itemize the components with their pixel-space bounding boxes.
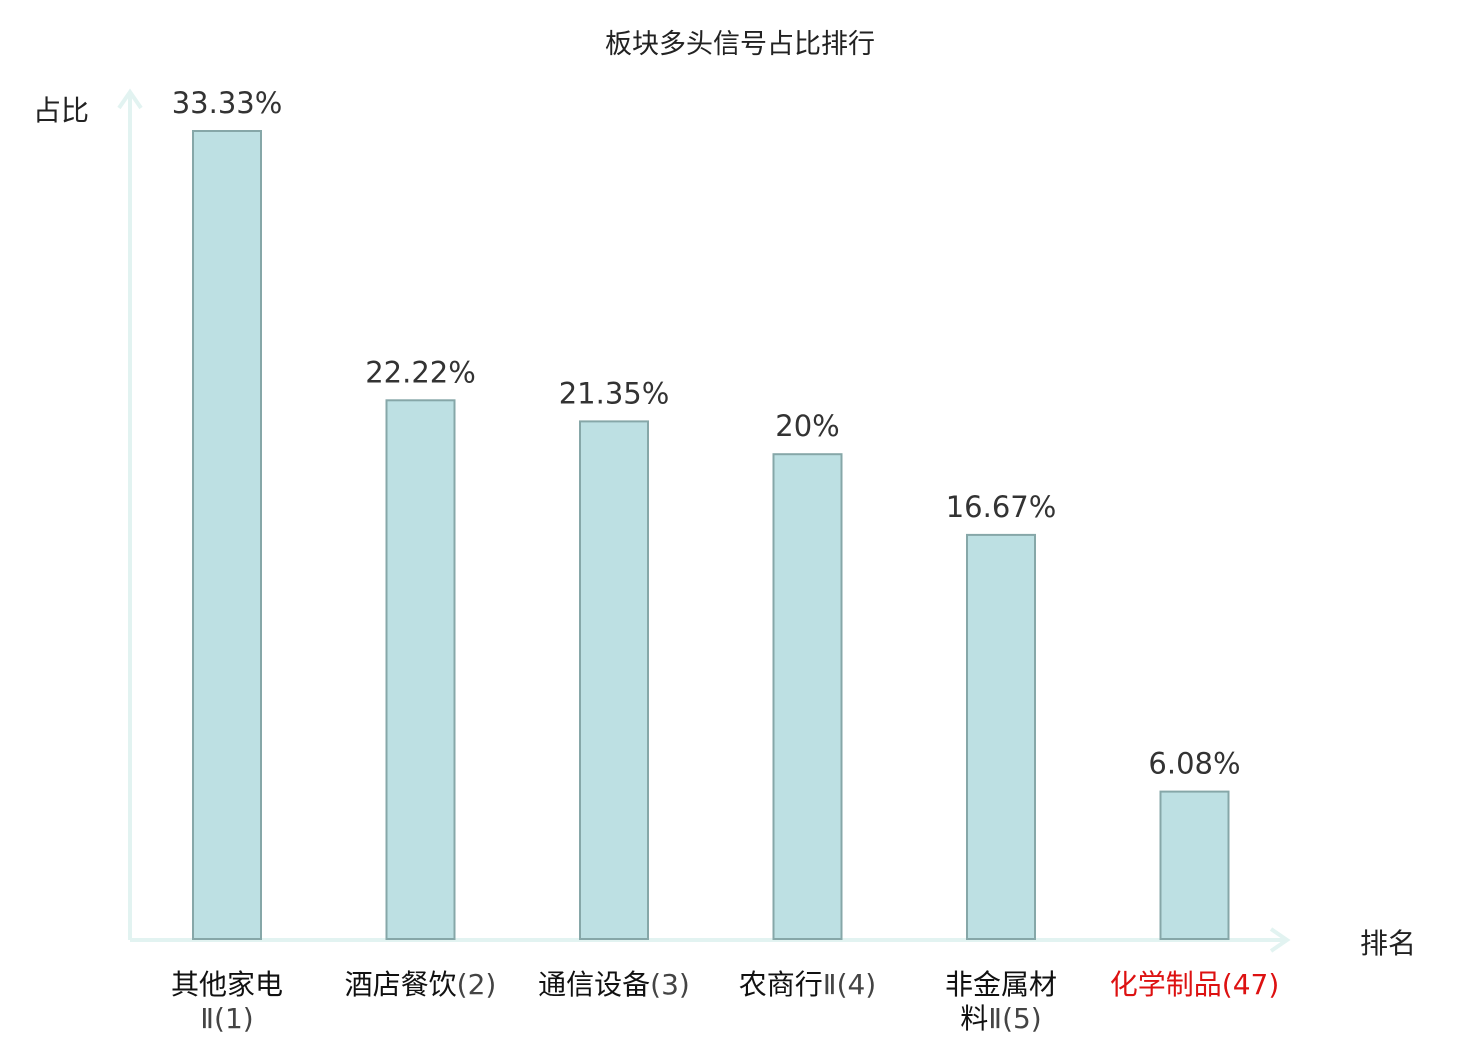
- category-name: 其他家电: [171, 968, 283, 1001]
- bar-4: [772, 453, 843, 940]
- x-axis-arrow: [130, 927, 1291, 953]
- category-rank: (3): [650, 968, 690, 1001]
- category-label: 化学制品(47): [1110, 968, 1280, 1001]
- category-rank: Ⅱ(5): [988, 1002, 1041, 1035]
- bar-5: [966, 533, 1036, 941]
- category-name: 化学制品: [1110, 968, 1222, 1001]
- category-label: 其他家电 Ⅱ(1): [171, 968, 283, 1035]
- category-label: 通信设备(3): [538, 968, 690, 1001]
- bar-6: [1159, 790, 1230, 940]
- y-axis-label: 占比: [33, 94, 89, 127]
- bar-value-label: 33.33%: [172, 86, 283, 120]
- category-label: 酒店餐饮(2): [345, 968, 497, 1001]
- y-axis-arrow: [117, 88, 143, 940]
- bars-layer: 33.33% 其他家电 Ⅱ(1) 22.22% 酒店餐饮(2) 21.35% 通信设备(3)…: [171, 86, 1279, 1035]
- bar-value-label: 6.08%: [1148, 747, 1240, 781]
- category-rank: Ⅱ(4): [823, 968, 876, 1001]
- bar-value-label: 22.22%: [365, 355, 476, 389]
- bar-value-label: 20%: [775, 409, 839, 443]
- category-name: 通信设备: [538, 968, 650, 1001]
- category-label: 农商行Ⅱ(4): [739, 968, 876, 1001]
- chart-title: 板块多头信号占比排行: [605, 29, 875, 60]
- category-rank: Ⅱ(1): [200, 1002, 253, 1035]
- category-name: 农商行: [739, 968, 823, 1001]
- category-name: 非金属材: [945, 968, 1057, 1001]
- category-label-line2: 料: [960, 1002, 988, 1035]
- category-label: 非金属材料Ⅱ(5): [945, 968, 1057, 1035]
- bar-1: [192, 130, 262, 940]
- bar-2: [385, 399, 456, 940]
- bar-3: [579, 420, 649, 940]
- category-name: 酒店餐饮: [345, 968, 457, 1001]
- x-axis-label: 排名: [1360, 927, 1416, 960]
- bar-value-label: 21.35%: [559, 376, 670, 410]
- category-rank: (47): [1222, 968, 1279, 1001]
- bar-value-label: 16.67%: [946, 490, 1057, 524]
- category-rank: (2): [457, 968, 497, 1001]
